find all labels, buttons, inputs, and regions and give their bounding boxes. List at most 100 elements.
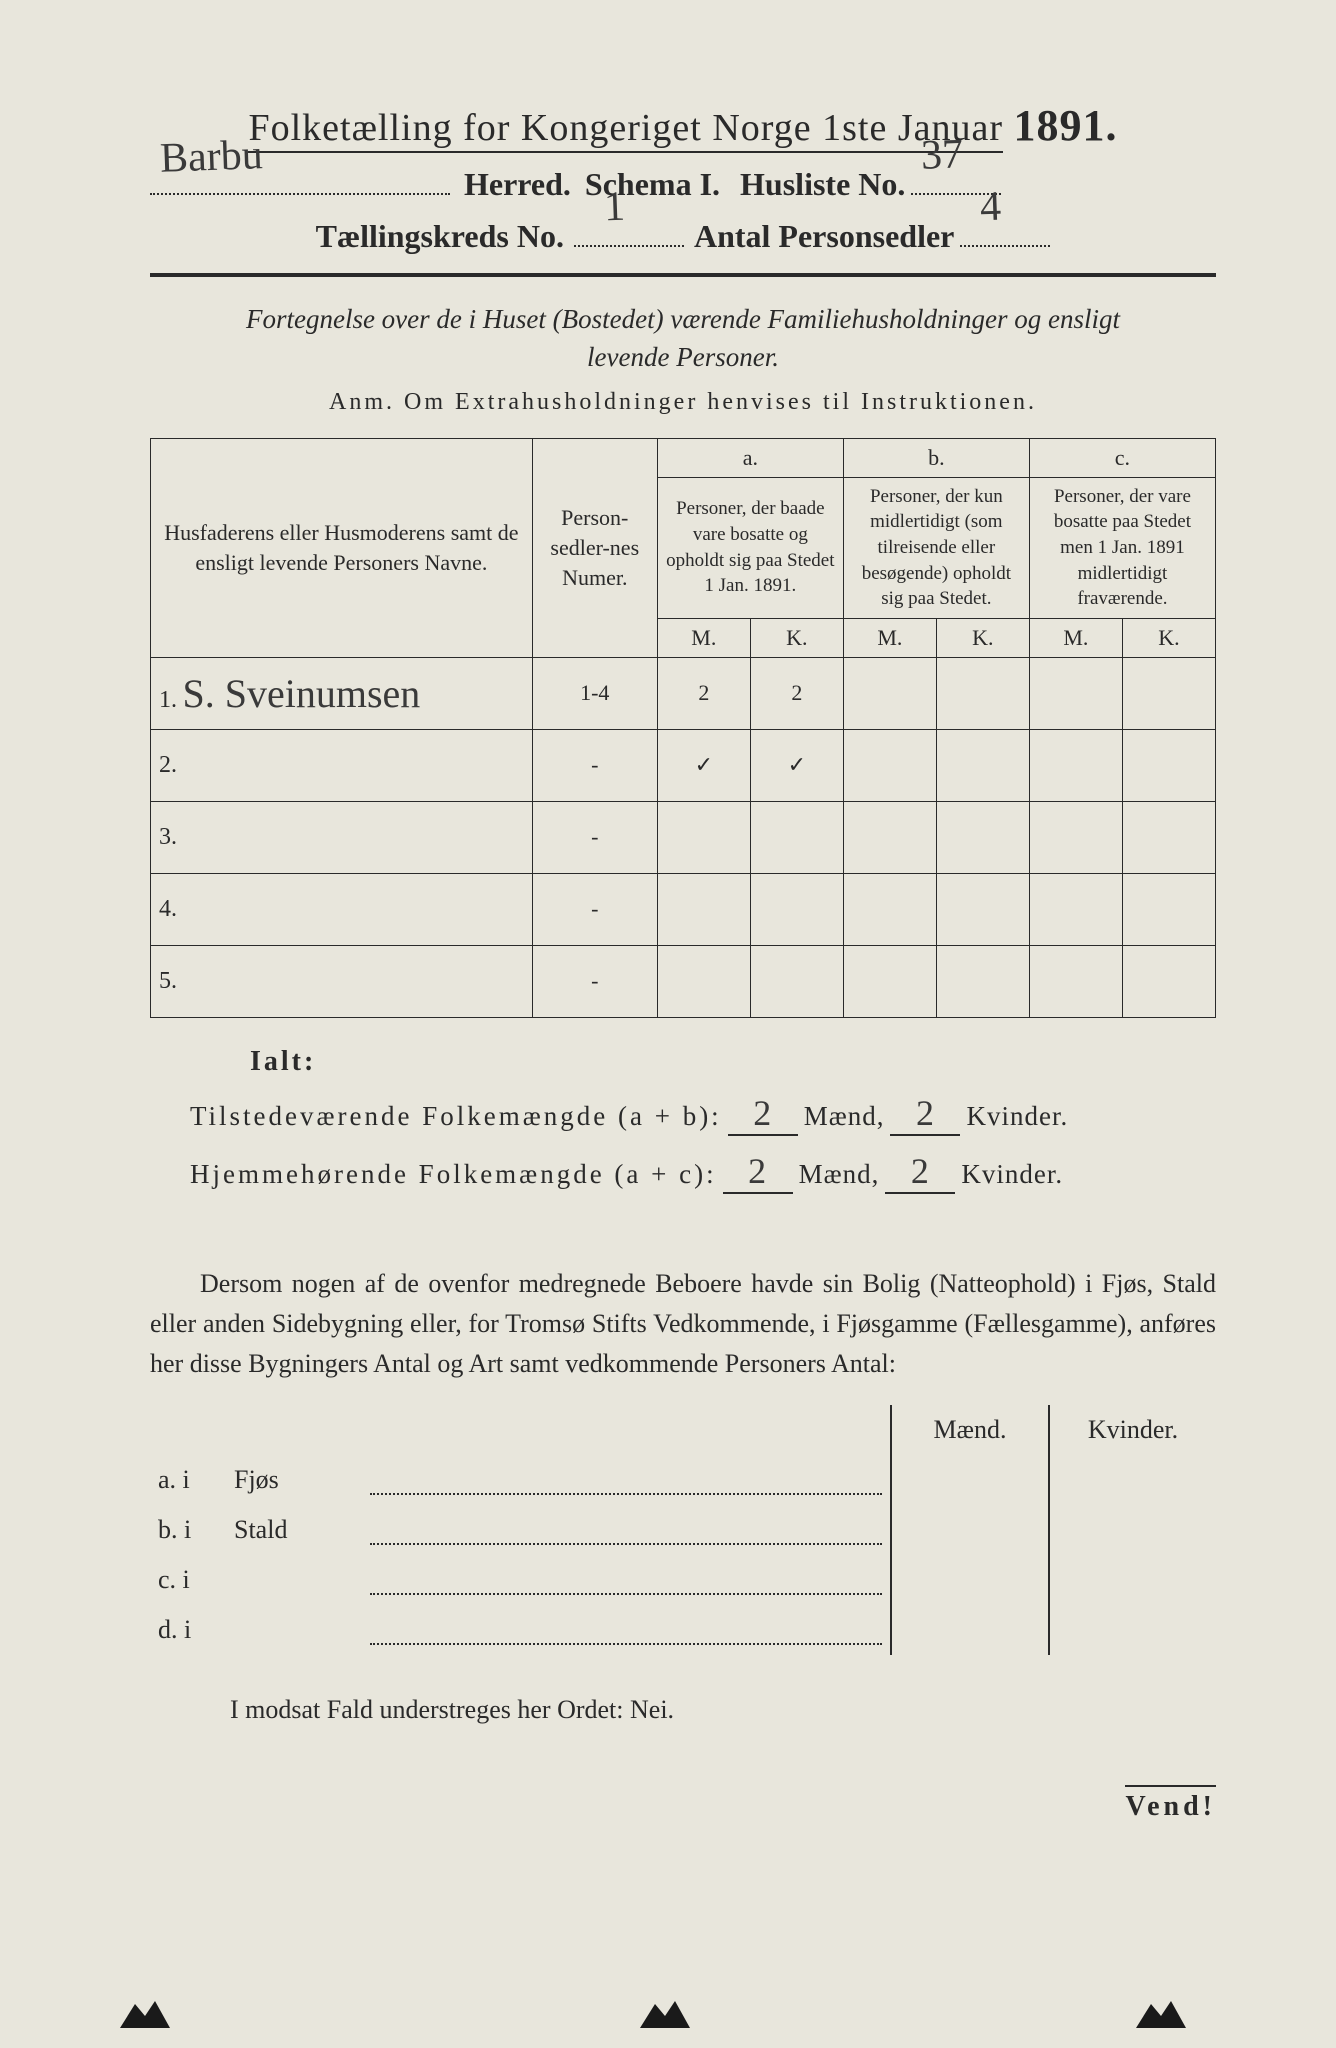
building-row-label: b. i [150,1505,226,1555]
vend-label: Vend! [1125,1785,1216,1823]
annotation-note: Anm. Om Extrahusholdninger henvises til … [150,389,1216,416]
building-row-m [891,1555,1049,1605]
col-names: Husfaderens eller Husmoderens samt de en… [151,438,533,657]
building-row-k [1049,1555,1216,1605]
row-c-m [1029,945,1122,1017]
divider-1 [150,273,1216,277]
building-header: Mænd. Kvinder. [150,1405,1216,1455]
subtitle-line1: Fortegnelse over de i Huset (Bostedet) v… [246,304,1120,334]
main-title: Folketælling for Kongeriget Norge 1ste J… [150,100,1216,151]
row-a-k [750,873,843,945]
present-label: Tilstedeværende Folkemængde (a + b): [190,1101,722,1132]
col-c-k: K. [1122,618,1215,657]
table-row: 1. S. Sveinumsen1-422 [151,657,1216,729]
building-row-type: Fjøs [226,1455,362,1505]
building-row-dots [362,1555,891,1605]
col-b-desc: Personer, der kun midlertidigt (som tilr… [843,477,1029,618]
antal-field: 4 [960,213,1050,247]
nei-line: I modsat Fald understreges her Ordet: Ne… [150,1695,1216,1725]
building-row-m [891,1605,1049,1655]
table-row: 3. - [151,801,1216,873]
building-row-m [891,1505,1049,1555]
col-b-m: M. [843,618,936,657]
resident-m: 2 [748,1151,767,1191]
row-b-m [843,657,936,729]
paper-tear-right [1136,1998,1186,2028]
maend-label-2: Mænd, [799,1159,880,1190]
building-table: Mænd. Kvinder. a. iFjøsb. iStaldc. id. i [150,1405,1216,1655]
building-row: a. iFjøs [150,1455,1216,1505]
building-row-k [1049,1505,1216,1555]
row-c-k [1122,657,1215,729]
header-line-3: Tællingskreds No. 1 Antal Personsedler 4 [150,213,1216,255]
building-row: d. i [150,1605,1216,1655]
row-a-k: ✓ [750,729,843,801]
row-name-cell: 1. S. Sveinumsen [151,657,533,729]
building-row-type: Stald [226,1505,362,1555]
herred-label: Herred. [464,166,571,203]
row-b-m [843,873,936,945]
lower-kvinder: Kvinder. [1049,1405,1216,1455]
maend-label-1: Mænd, [804,1101,885,1132]
subtitle-line2: levende Personer. [587,342,779,372]
row-c-m [1029,657,1122,729]
row-a-m: ✓ [657,729,750,801]
row-name-cell: 3. [151,801,533,873]
building-row-dots [362,1455,891,1505]
table-row: 2. -✓✓ [151,729,1216,801]
row-b-k [936,801,1029,873]
row-b-m [843,945,936,1017]
building-row-k [1049,1455,1216,1505]
row-c-m [1029,729,1122,801]
resident-k: 2 [911,1151,930,1191]
row-a-m [657,801,750,873]
row-nr: 1-4 [532,657,657,729]
kvinder-label-1: Kvinder. [966,1101,1068,1132]
col-a-m: M. [657,618,750,657]
header-line-2: Barbu Herred. Schema I. Husliste No. 37 [150,161,1216,203]
census-table: Husfaderens eller Husmoderens samt de en… [150,438,1216,1018]
row-nr: - [532,873,657,945]
row-a-m [657,945,750,1017]
row-b-k [936,873,1029,945]
lower-maend: Mænd. [891,1405,1049,1455]
row-c-k [1122,873,1215,945]
building-row-label: d. i [150,1605,226,1655]
row-a-m [657,873,750,945]
row-nr: - [532,729,657,801]
building-row-m [891,1455,1049,1505]
row-c-k [1122,729,1215,801]
col-a-k: K. [750,618,843,657]
kreds-value: 1 [603,183,626,232]
row-a-m: 2 [657,657,750,729]
building-row-dots [362,1605,891,1655]
kvinder-label-2: Kvinder. [961,1159,1063,1190]
building-row-type [226,1605,362,1655]
herred-field: Barbu [150,161,450,195]
row-c-m [1029,801,1122,873]
col-b-k: K. [936,618,1029,657]
building-row-label: a. i [150,1455,226,1505]
kreds-label: Tællingskreds No. [316,218,564,255]
col-b-label: b. [843,438,1029,477]
row-c-m [1029,873,1122,945]
col-c-desc: Personer, der vare bosatte paa Stedet me… [1029,477,1215,618]
present-k: 2 [916,1093,935,1133]
resident-label: Hjemmehørende Folkemængde (a + c): [190,1159,717,1190]
antal-value: 4 [980,183,1003,232]
row-a-k [750,945,843,1017]
row-a-k: 2 [750,657,843,729]
herred-value: Barbu [159,131,263,183]
row-name-cell: 4. [151,873,533,945]
row-b-k [936,945,1029,1017]
title-text: Folketælling for Kongeriget Norge 1ste J… [248,107,1003,153]
title-year: 1891. [1014,101,1118,150]
subtitle: Fortegnelse over de i Huset (Bostedet) v… [150,301,1216,377]
col-nr: Person-sedler-nes Numer. [532,438,657,657]
antal-label: Antal Personsedler [694,218,954,255]
husliste-label: Husliste No. [740,166,905,203]
paper-tear-mid [640,1998,690,2028]
census-form-page: Folketælling for Kongeriget Norge 1ste J… [0,0,1336,1805]
kreds-field: 1 [574,213,684,247]
row-nr: - [532,801,657,873]
